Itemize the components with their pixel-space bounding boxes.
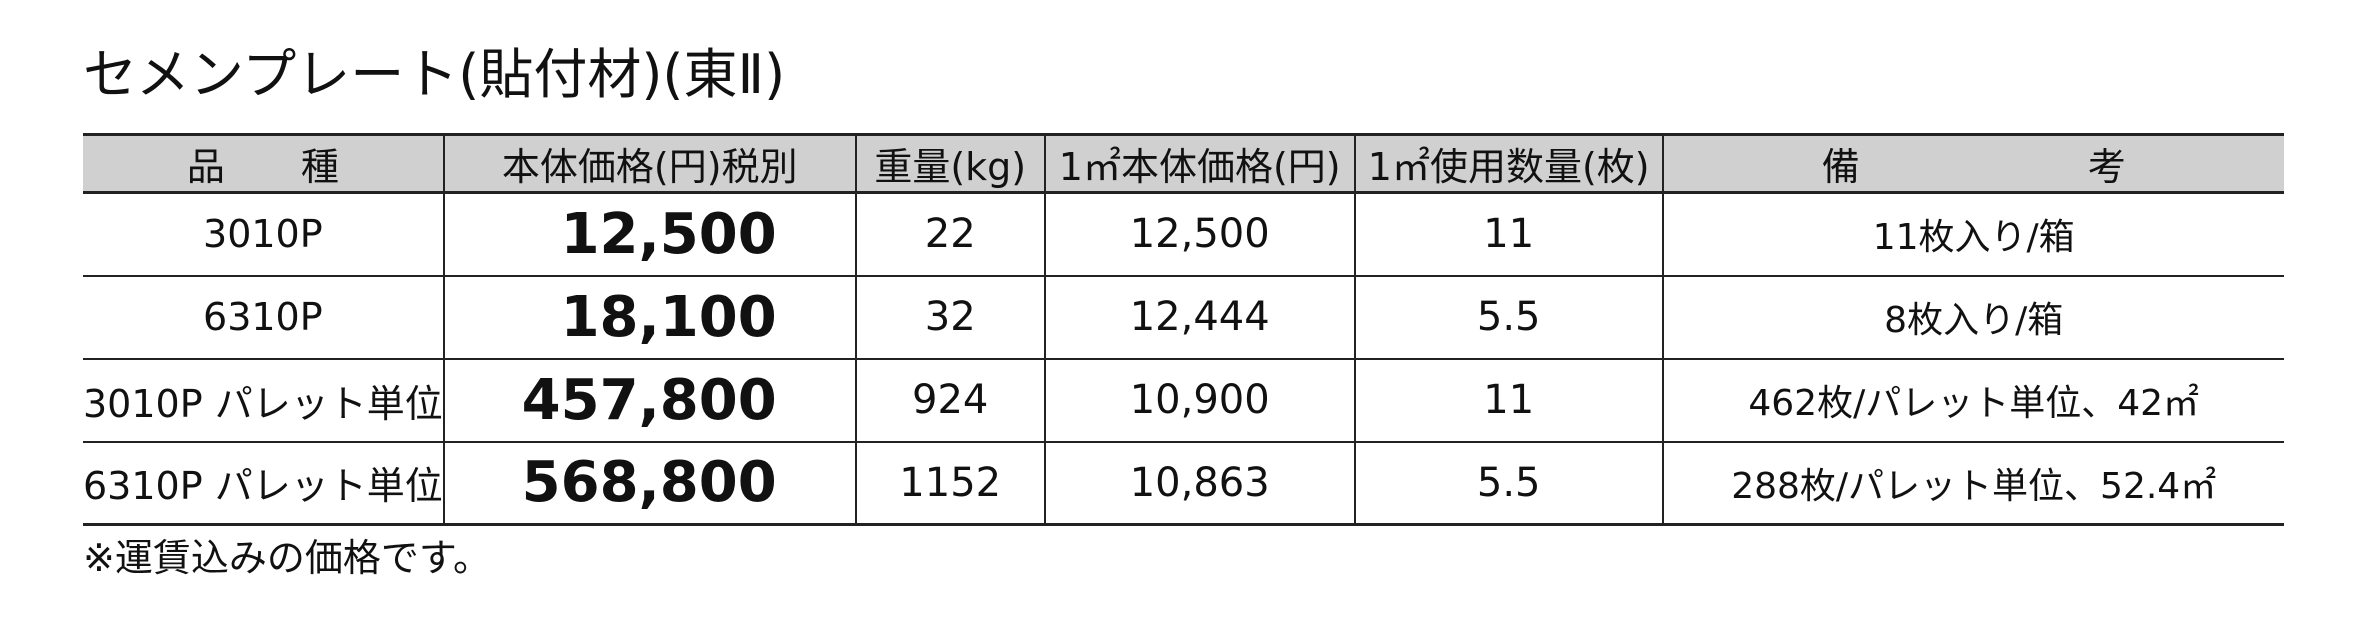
table-cell: 3010P xyxy=(83,192,445,276)
header-cell: 重量(kg) xyxy=(854,134,1046,193)
table-cell: 32 xyxy=(854,275,1046,359)
table-cell: 3010P パレット単位 xyxy=(83,358,445,442)
table-cell: 6310P xyxy=(83,275,445,359)
table-cell: 12,444 xyxy=(1043,275,1356,359)
table-cell: 924 xyxy=(854,358,1046,442)
table-cell: 11枚入り/箱 xyxy=(1661,192,2284,276)
table-body: 3010P 12,500 22 12,500 11 11枚入り/箱 6310P 18,100 3… xyxy=(83,192,2284,525)
table-cell: 1152 xyxy=(854,441,1046,525)
table-row: 6310P パレット単位 568,800 1152 10,863 5.5 288枚/パレッ… xyxy=(83,441,2284,525)
table-cell: 11 xyxy=(1353,192,1664,276)
table-cell: 12,500 xyxy=(1043,192,1356,276)
footnote: ※運賃込みの価格です。 xyxy=(83,536,492,580)
header-cell: 1㎡本体価格(円) xyxy=(1043,134,1356,193)
header-cell: 1㎡使用数量(枚) xyxy=(1353,134,1664,193)
table-cell: 6310P パレット単位 xyxy=(83,441,445,525)
header-cell: 本体価格(円)税別 xyxy=(442,134,857,193)
table-cell: 457,800 xyxy=(442,358,857,442)
table-row: 3010P パレット単位 457,800 924 10,900 11 462枚/パレット単… xyxy=(83,358,2284,442)
table-cell: 5.5 xyxy=(1353,275,1664,359)
title: セメンプレート(貼付材)(東Ⅱ) xyxy=(83,43,786,106)
table-cell: 18,100 xyxy=(442,275,857,359)
header-cell: 備 考 xyxy=(1661,134,2284,193)
table-cell: 11 xyxy=(1353,358,1664,442)
header-row: 品 種本体価格(円)税別 重量(kg) 1㎡本体価格(円) 1㎡使用数量(枚) 備 考 xyxy=(83,134,2284,193)
table-cell: 12,500 xyxy=(442,192,857,276)
table-cell: 288枚/パレット単位、52.4㎡ xyxy=(1661,441,2284,525)
table-cell: 5.5 xyxy=(1353,441,1664,525)
table-cell: 8枚入り/箱 xyxy=(1661,275,2284,359)
table-cell: 22 xyxy=(854,192,1046,276)
table-cell: 10,900 xyxy=(1043,358,1356,442)
header-cell: 品 種 xyxy=(83,134,445,193)
table-cell: 462枚/パレット単位、42㎡ xyxy=(1661,358,2284,442)
table-cell: 10,863 xyxy=(1043,441,1356,525)
table-row: 6310P 18,100 32 12,444 5.5 8枚入り/箱 xyxy=(83,275,2284,359)
price-table: 品 種本体価格(円)税別 重量(kg) 1㎡本体価格(円) 1㎡使用数量(枚) 備 考 … xyxy=(83,133,2284,526)
table-row: 3010P 12,500 22 12,500 11 11枚入り/箱 xyxy=(83,192,2284,276)
table-cell: 568,800 xyxy=(442,441,857,525)
